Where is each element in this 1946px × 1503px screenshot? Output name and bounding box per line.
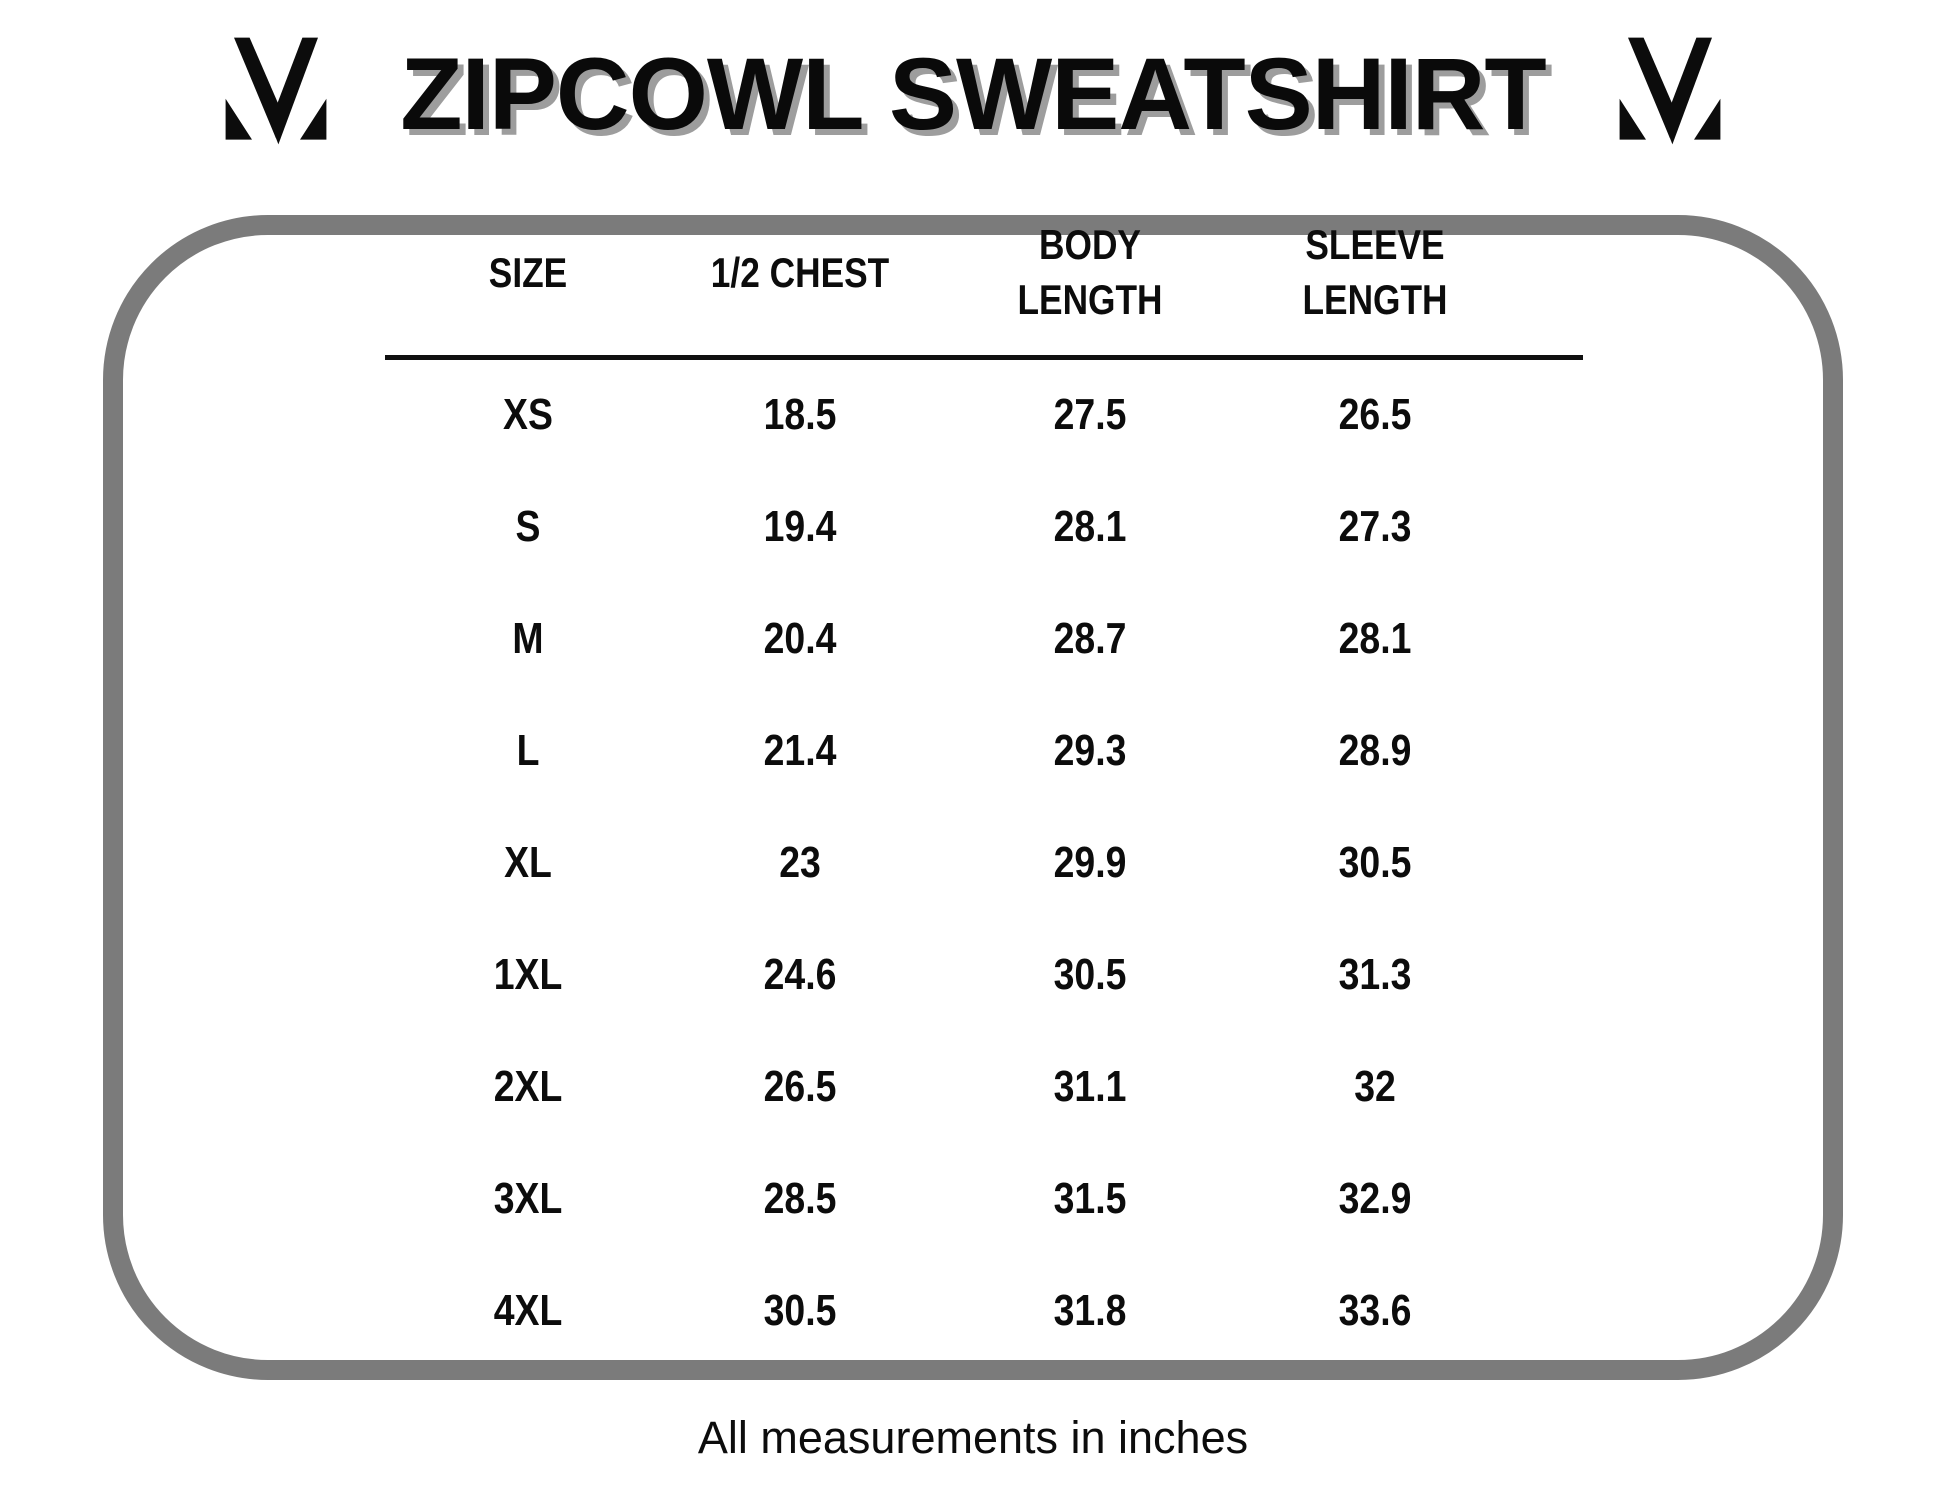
- size-label: 4XL: [493, 1286, 563, 1335]
- size-label: XS: [503, 390, 553, 439]
- size-label: M: [512, 614, 544, 663]
- measurement-value: 21.4: [763, 726, 837, 775]
- measurement-value: 30.5: [763, 1286, 837, 1335]
- measurement-value: 27.5: [1053, 390, 1127, 439]
- measurement-value: 30.5: [1338, 838, 1412, 887]
- brand-m-chevron-logo-icon: [214, 34, 338, 154]
- measurement-value: 29.3: [1053, 726, 1127, 775]
- measurement-value: 24.6: [763, 950, 837, 999]
- size-label: 3XL: [493, 1174, 563, 1223]
- rounded-frame: [103, 215, 1843, 1380]
- measurement-value: 31.8: [1053, 1286, 1127, 1335]
- column-header-body-length: BODY LENGTH: [1017, 221, 1163, 323]
- measurement-value: 28.1: [1338, 614, 1412, 663]
- measurement-value: 23: [779, 838, 821, 887]
- size-label: 1XL: [493, 950, 563, 999]
- measurement-value: 18.5: [763, 390, 837, 439]
- page-title: ZIPCOWL SWEATSHIRT: [400, 36, 1546, 151]
- size-label: 2XL: [493, 1062, 563, 1111]
- measurement-value: 32: [1354, 1062, 1396, 1111]
- measurement-value: 26.5: [1338, 390, 1412, 439]
- measurement-value: 31.3: [1338, 950, 1412, 999]
- measurement-value: 33.6: [1338, 1286, 1412, 1335]
- size-label: XL: [504, 838, 552, 887]
- measurement-value: 30.5: [1053, 950, 1127, 999]
- measurement-value: 31.1: [1053, 1062, 1127, 1111]
- size-label: S: [515, 502, 541, 551]
- table-header-row: SIZE 1/2 CHEST BODY LENGTH SLEEVE LENGTH: [387, 198, 1501, 348]
- size-table-body: XS 18.5 27.5 26.5 S 19.4 28.1 27.3 M 20.4 28.7 28.1…: [387, 359, 1501, 1367]
- measurement-value: 28.1: [1053, 502, 1127, 551]
- measurement-value: 28.7: [1053, 614, 1127, 663]
- size-label: L: [516, 726, 540, 775]
- column-header-size: SIZE: [488, 248, 568, 296]
- measurement-value: 19.4: [763, 502, 837, 551]
- measurement-value: 31.5: [1053, 1174, 1127, 1223]
- header-underline: [385, 355, 1583, 360]
- measurement-value: 28.9: [1338, 726, 1412, 775]
- measurement-value: 29.9: [1053, 838, 1127, 887]
- column-header-half-chest: 1/2 CHEST: [710, 248, 890, 296]
- measurement-value: 20.4: [763, 614, 837, 663]
- brand-m-chevron-logo-icon: [1608, 34, 1732, 154]
- measurement-value: 28.5: [763, 1174, 837, 1223]
- measurement-note: All measurements in inches: [697, 1412, 1249, 1463]
- measurement-value: 26.5: [763, 1062, 837, 1111]
- masthead: ZIPCOWL SWEATSHIRT: [0, 34, 1946, 154]
- measurement-value: 27.3: [1338, 502, 1412, 551]
- measurement-value: 32.9: [1338, 1174, 1412, 1223]
- column-header-sleeve-length: SLEEVE LENGTH: [1302, 221, 1448, 323]
